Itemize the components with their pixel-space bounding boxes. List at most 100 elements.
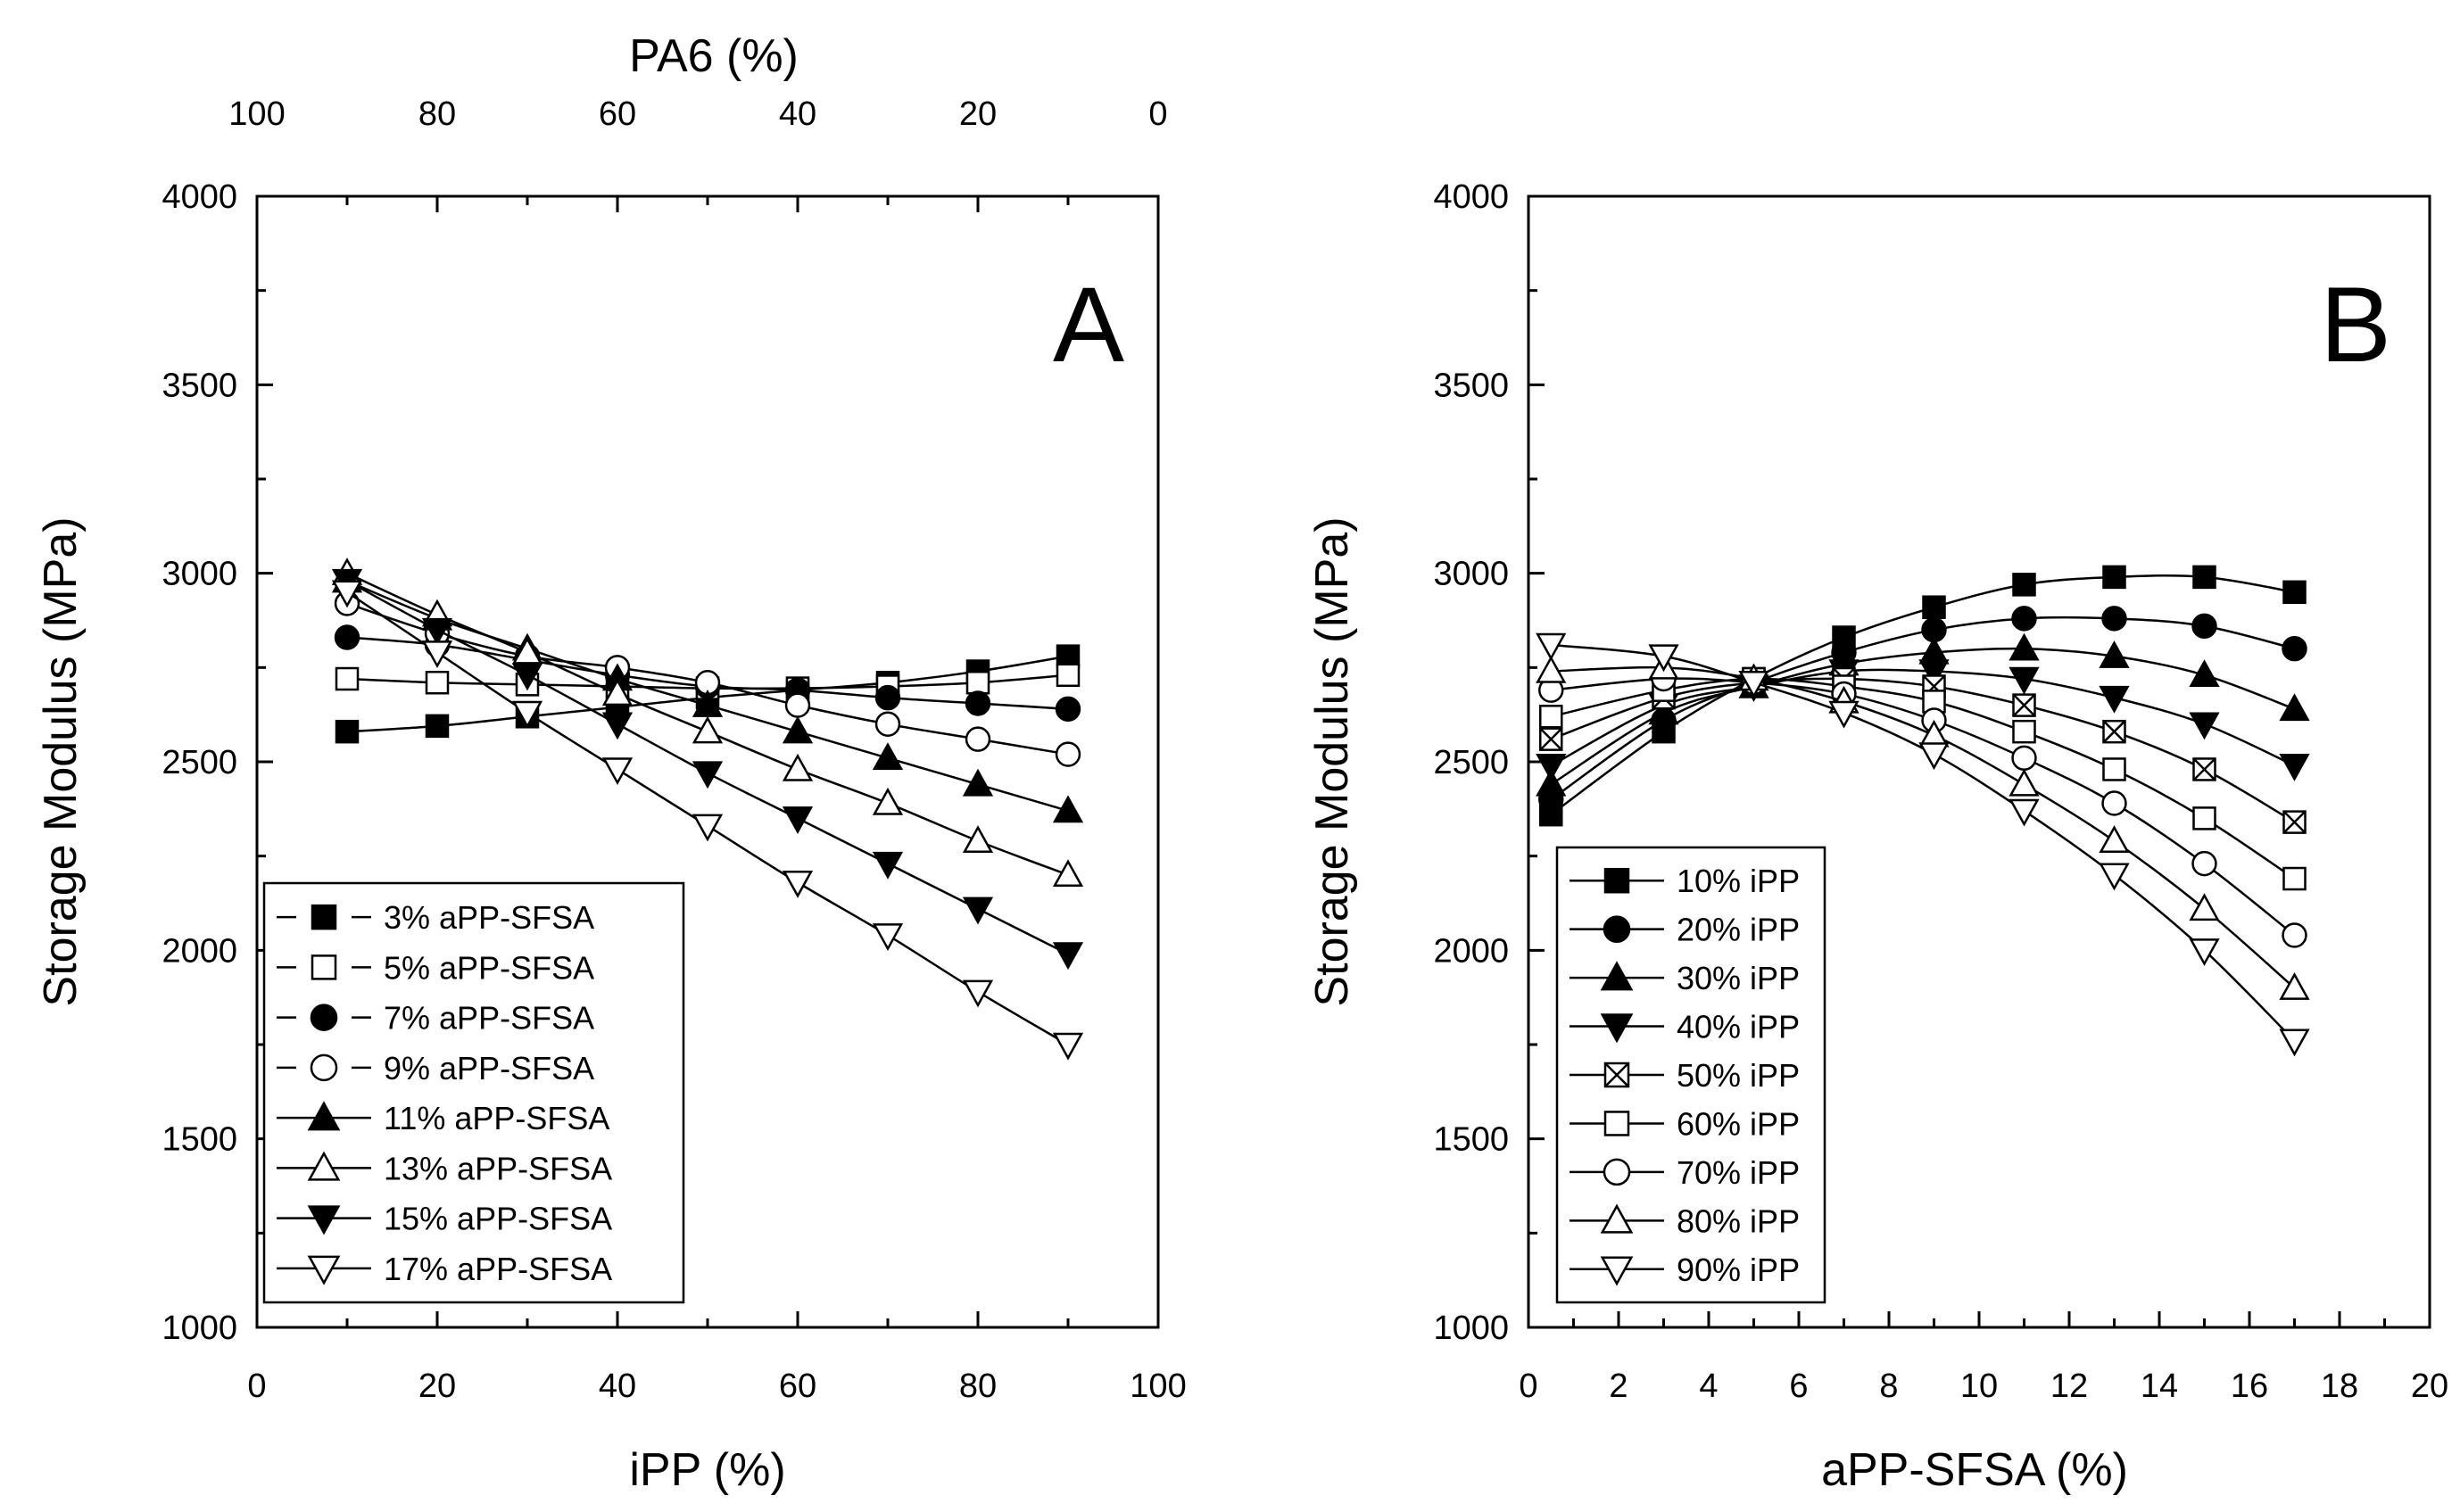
legend-item-30-ipp: 30% iPP — [1570, 960, 1800, 996]
legend-item-40-ipp: 40% iPP — [1570, 1009, 1800, 1045]
panel-a-axes: 0 20 40 60 80 1001000150020002500300035004000… — [162, 95, 1186, 1405]
data-point — [874, 684, 901, 711]
data-point — [2282, 635, 2307, 662]
data-point — [782, 871, 814, 898]
data-point — [962, 825, 994, 854]
data-point — [1536, 632, 1567, 661]
data-point — [1922, 595, 1946, 619]
top-x-tick-label: 100 — [228, 95, 285, 133]
data-point — [872, 787, 904, 815]
legend-label: 15% aPP-SFSA — [384, 1201, 612, 1237]
data-point — [1056, 663, 1081, 688]
legend-marker — [1603, 915, 1631, 943]
data-point — [784, 692, 811, 718]
x-tick-label: 16 — [2231, 1367, 2268, 1405]
data-point — [692, 761, 724, 789]
data-point — [965, 670, 990, 695]
data-point — [2102, 757, 2126, 781]
data-point — [1648, 644, 1679, 673]
panel-a-chart: 0 20 40 60 80 1001000150020002500300035004000… — [35, 30, 1187, 1496]
legend-box — [262, 881, 685, 1304]
legend-label: 20% iPP — [1677, 912, 1800, 948]
x-tick-label: 100 — [1130, 1367, 1186, 1405]
data-point — [2012, 693, 2036, 717]
data-point — [601, 712, 634, 740]
data-point — [872, 923, 904, 952]
series-9-app-sfsa — [334, 591, 1081, 767]
data-point — [2101, 606, 2127, 632]
legend-item-90-ipp: 90% iPP — [1570, 1252, 1800, 1288]
panel-b-series — [1536, 565, 2310, 1057]
data-point — [511, 700, 543, 729]
data-point — [334, 624, 360, 650]
legend-label: 5% aPP-SFSA — [384, 949, 594, 986]
data-point — [874, 711, 901, 737]
data-point — [2099, 863, 2130, 891]
legend-label: 70% iPP — [1677, 1154, 1800, 1191]
data-point — [692, 690, 724, 717]
data-point — [2279, 693, 2310, 722]
y-tick-label: 4000 — [1433, 178, 1509, 216]
series-15-app-sfsa — [331, 568, 1084, 971]
legend-marker — [1603, 1158, 1631, 1186]
x-tick-label: 6 — [1789, 1367, 1808, 1405]
top-x-tick-label: 80 — [418, 95, 456, 133]
data-point — [1055, 741, 1081, 767]
legend-label: 10% iPP — [1677, 863, 1800, 899]
legend-label: 40% iPP — [1677, 1009, 1800, 1045]
data-point — [1055, 696, 1081, 723]
data-point — [2102, 565, 2126, 590]
data-point — [962, 896, 994, 925]
data-point — [2012, 573, 2036, 597]
x-tick-label: 0 — [247, 1367, 266, 1405]
y-tick-label: 3000 — [1433, 556, 1509, 593]
panel-a-top-axis-title: PA6 (%) — [629, 30, 799, 82]
x-tick-label: 10 — [1960, 1367, 1998, 1405]
data-point — [1052, 942, 1084, 971]
y-tick-label: 2000 — [162, 932, 237, 970]
x-tick-label: 60 — [779, 1367, 816, 1405]
legend-marker — [1600, 1203, 1634, 1234]
top-x-tick-label: 0 — [1148, 95, 1167, 133]
data-point — [421, 640, 453, 669]
legend-item-5-app-sfsa: 5% aPP-SFSA — [277, 949, 594, 986]
data-point — [2009, 798, 2040, 827]
panel-b-x-axis-title: aPP-SFSA (%) — [1821, 1444, 2128, 1496]
legend-marker — [307, 1101, 341, 1131]
panel-a-x-axis-title: iPP (%) — [629, 1444, 785, 1496]
data-point — [2279, 1029, 2310, 1057]
data-point — [2192, 806, 2216, 830]
data-point — [2099, 685, 2130, 714]
panel-a-y-axis-title: Storage Modulus (MPa) — [35, 516, 87, 1006]
legend-item-80-ipp: 80% iPP — [1570, 1202, 1800, 1239]
legend-item-10-ipp: 10% iPP — [1570, 863, 1800, 899]
legend-item-11-app-sfsa: 11% aPP-SFSA — [277, 1100, 609, 1136]
data-point — [965, 726, 991, 752]
x-tick-label: 12 — [2050, 1367, 2088, 1405]
data-point — [1052, 795, 1084, 823]
panel-b-y-axis-title: Storage Modulus (MPa) — [1306, 516, 1358, 1006]
x-tick-label: 2 — [1609, 1367, 1628, 1405]
y-tick-label: 3500 — [1433, 367, 1509, 404]
top-x-tick-label: 40 — [779, 95, 816, 133]
data-point — [2011, 745, 2037, 771]
data-point — [2102, 719, 2126, 744]
legend-marker — [311, 904, 337, 930]
panel-b-legend: 10% iPP 20% iPP 30% iPP 40% iPP 50% iPP 60% i… — [1555, 846, 1826, 1304]
data-point — [2009, 666, 2040, 695]
legend-item-70-ipp: 70% iPP — [1570, 1154, 1800, 1191]
data-point — [1918, 659, 1950, 688]
x-tick-label: 4 — [1699, 1367, 1718, 1405]
y-tick-label: 3500 — [162, 367, 237, 404]
data-point — [962, 768, 994, 797]
data-point — [1536, 768, 1567, 797]
y-tick-label: 1000 — [162, 1310, 237, 1347]
legend-marker — [311, 954, 337, 980]
data-point — [2282, 810, 2307, 834]
data-point — [962, 979, 994, 1008]
panel-b-label: B — [2320, 265, 2391, 384]
data-point — [872, 851, 904, 880]
legend-label: 17% aPP-SFSA — [384, 1251, 612, 1287]
legend-item-17-app-sfsa: 17% aPP-SFSA — [277, 1251, 612, 1287]
legend-item-3-app-sfsa: 3% aPP-SFSA — [277, 899, 594, 936]
